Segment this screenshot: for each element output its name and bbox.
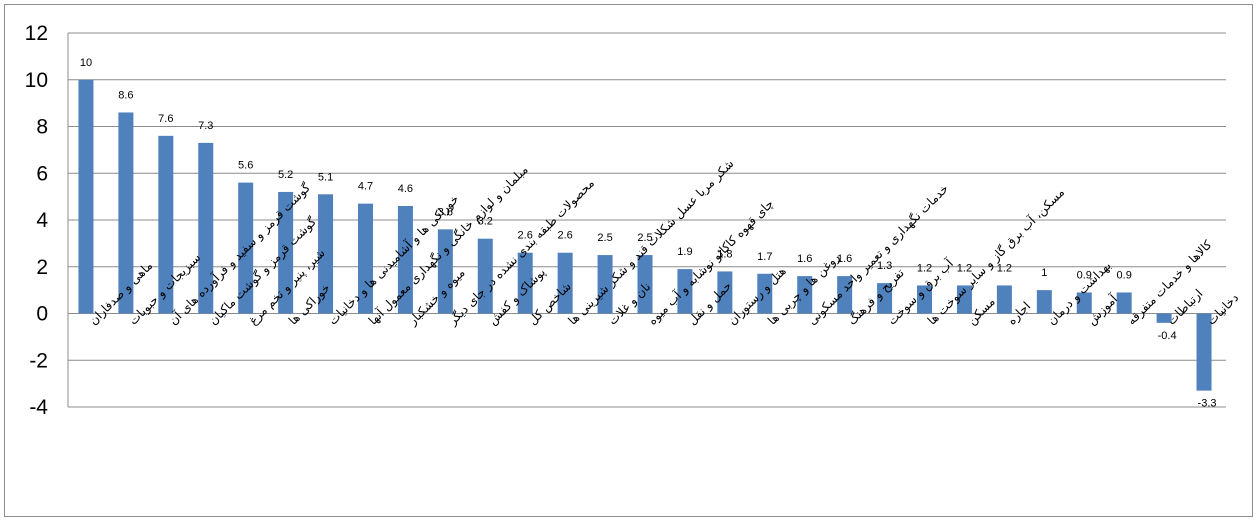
data-label: 2.6 [557,230,572,242]
data-label: 1.2 [917,262,932,274]
data-label: 7.3 [198,120,213,132]
bar [757,273,773,314]
data-label: 5.1 [318,171,333,183]
data-label: 0.9 [1117,269,1132,281]
data-label: 7.6 [158,113,173,125]
bar [637,255,653,314]
y-tick-label: 6 [36,162,48,185]
data-label: 10 [80,57,92,69]
data-label: 3.6 [438,206,453,218]
data-label: 1.9 [677,246,692,258]
bar [1156,313,1172,323]
bar [956,285,972,314]
bar [837,276,853,314]
bar [597,255,613,314]
data-label: 0.9 [1077,269,1092,281]
bar [557,252,573,314]
bar [677,269,693,314]
data-label: 2.5 [637,232,652,244]
y-tick-label: -4 [29,396,48,419]
bar [118,112,134,314]
data-label: 1.8 [717,248,732,260]
data-label: 2.6 [518,230,533,242]
data-label: 1.3 [877,260,892,272]
data-label: 5.2 [278,169,293,181]
bar [996,285,1012,314]
bar [717,271,733,314]
data-label: -3.3 [1198,398,1217,410]
y-axis-tick-labels: -4 -2 0 2 4 6 8 10 12 [25,22,49,419]
bar [158,135,174,314]
data-label: 1.6 [837,253,852,265]
data-label: 8.6 [118,89,133,101]
bar [1116,292,1132,314]
bar [278,191,294,314]
data-label: 2.5 [597,232,612,244]
data-label: -0.4 [1158,330,1177,342]
y-tick-label: 12 [25,22,48,45]
bar [198,142,214,314]
bar [238,182,254,314]
bar [437,229,453,314]
bar [1036,290,1052,314]
bar [477,238,493,314]
bars [78,79,1212,391]
y-tick-label: 2 [36,256,48,279]
bar [1196,313,1212,391]
data-label: 1.2 [997,262,1012,274]
bar [517,252,533,314]
bar [318,194,334,314]
bar [78,79,94,314]
data-label: 1.2 [957,262,972,274]
gridlines [67,32,1226,408]
data-label: 4.7 [358,181,373,193]
bar [397,205,413,314]
data-label: 3.2 [478,216,493,228]
bar [797,276,813,314]
y-tick-label: 10 [25,69,48,92]
data-label: 5.6 [238,160,253,172]
x-tick-label: دخانیات [1204,291,1241,328]
data-label: 1 [1041,267,1047,279]
data-labels: 10 8.6 7.6 7.3 5.6 5.2 5.1 4.7 4.6 3.6 3.2 2.6 2.6 2.… [80,57,1217,410]
y-tick-label: 4 [36,209,48,232]
y-tick-label: 8 [36,116,48,139]
bar [917,285,933,314]
data-label: 1.6 [797,253,812,265]
bar [1076,292,1092,314]
y-tick-label: -2 [29,349,48,372]
data-label: 1.7 [757,251,772,263]
bar [877,283,893,314]
bar [357,203,373,314]
data-label: 4.6 [398,183,413,195]
y-tick-label: 0 [36,303,48,326]
